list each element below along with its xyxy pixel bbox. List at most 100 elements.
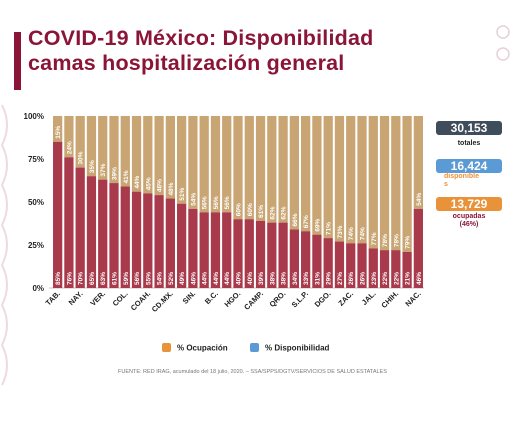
bar-occupied: [98, 179, 108, 288]
occupied-data-label: 54%: [157, 272, 164, 285]
occupied-data-label: 56%: [134, 272, 141, 285]
bar-available: [233, 116, 243, 220]
bar-occupied: [199, 212, 209, 288]
available-data-label: 54%: [190, 193, 197, 206]
bar-available: [64, 116, 74, 158]
available-data-label: 74%: [348, 227, 355, 240]
x-tick-label: CAMP.: [242, 289, 265, 312]
bar-available: [244, 116, 254, 220]
available-data-label: 78%: [393, 234, 400, 247]
occupied-data-label: 76%: [66, 272, 73, 285]
x-tick-label: HGO.: [222, 289, 242, 309]
bar-available: [53, 116, 63, 142]
occupied-data-label: 40%: [247, 272, 254, 285]
bar-available: [177, 116, 187, 204]
bar-occupied: [222, 212, 232, 288]
x-tick-label: S.L.P.: [290, 289, 310, 309]
bar-available: [143, 116, 153, 194]
available-data-label: 67%: [303, 215, 310, 228]
title-line-1: COVID-19 México: Disponibilidad: [28, 26, 374, 50]
occupied-data-label: 61%: [112, 272, 119, 285]
title-accent-bar: [14, 32, 21, 90]
y-tick-label: 75%: [28, 155, 44, 164]
bar-occupied: [357, 243, 367, 288]
occupied-data-label: 31%: [314, 272, 321, 285]
available-data-label: 79%: [405, 236, 412, 249]
bar-available: [210, 116, 221, 213]
occupied-data-label: 65%: [89, 272, 96, 285]
bar-occupied: [75, 167, 85, 288]
occupied-data-label: 55%: [145, 272, 152, 285]
bar-occupied: [86, 176, 97, 288]
x-tick-label: QRO.: [268, 289, 288, 309]
available-beds-value: 16,424: [450, 159, 488, 173]
bar-available: [402, 116, 412, 252]
bar-occupied: [413, 208, 423, 288]
bar-available: [346, 116, 356, 244]
available-data-label: 66%: [292, 213, 299, 226]
bar-occupied: [143, 193, 153, 288]
bar-available: [323, 116, 333, 239]
occupied-data-label: 22%: [393, 272, 400, 285]
available-data-label: 39%: [112, 167, 119, 180]
available-data-label: 45%: [145, 177, 152, 190]
bar-occupied: [177, 203, 187, 288]
available-data-label: 37%: [100, 163, 107, 176]
occupied-data-label: 52%: [168, 272, 175, 285]
bar-occupied: [255, 220, 266, 288]
available-data-label: 54%: [416, 193, 423, 206]
available-data-label: 41%: [123, 170, 130, 183]
bar-occupied: [64, 157, 74, 288]
source-note: FUENTE: RED IRAG, acumulado del 18 julio…: [118, 369, 387, 375]
x-tick-label: CHIH.: [379, 289, 400, 310]
bar-available: [301, 116, 311, 232]
bar-available: [312, 116, 322, 235]
x-tick-label: JAL.: [360, 289, 378, 307]
available-data-label: 71%: [326, 222, 333, 235]
available-data-label: 74%: [360, 227, 367, 240]
occupied-data-label: 29%: [326, 272, 333, 285]
bar-available: [222, 116, 232, 213]
x-tick-label: B.C.: [203, 289, 220, 306]
bar-occupied: [165, 198, 175, 288]
y-tick-label: 0%: [32, 284, 44, 293]
available-data-label: 73%: [337, 225, 344, 238]
bar-available: [109, 116, 119, 184]
bar-occupied: [346, 243, 356, 288]
bar-available: [368, 116, 378, 249]
legend-item-availability: % Disponibilidad: [250, 343, 329, 353]
bar-available: [391, 116, 401, 251]
bar-available: [255, 116, 266, 221]
x-tick-label: NAY.: [67, 289, 85, 307]
available-data-label: 51%: [179, 187, 186, 200]
bar-occupied: [233, 219, 243, 288]
page-title: COVID-19 México: Disponibilidad camas ho…: [28, 26, 458, 76]
legend-item-occupancy: % Ocupación: [162, 343, 228, 353]
available-beds-caption: disponible s: [444, 173, 479, 188]
x-tick-label: VER.: [88, 289, 107, 308]
occupied-data-label: 26%: [348, 272, 355, 285]
bar-available: [267, 116, 277, 223]
occupied-beds-badge: 13,729: [436, 197, 502, 211]
occupied-data-label: 85%: [55, 272, 62, 285]
bar-available: [334, 116, 345, 242]
bar-occupied: [402, 251, 412, 288]
x-tick-label: ZAC.: [336, 289, 355, 308]
bar-occupied: [267, 222, 277, 288]
y-tick-label: 100%: [24, 112, 44, 121]
available-data-label: 78%: [382, 234, 389, 247]
occupied-beds-value: 13,729: [450, 197, 488, 211]
occupied-data-label: 39%: [258, 272, 265, 285]
available-data-label: 56%: [213, 196, 220, 209]
total-beds-caption: totales: [457, 140, 481, 147]
bar-available: [98, 116, 108, 180]
bar-available: [278, 116, 288, 223]
legend-swatch-occupancy: [162, 343, 171, 353]
occupied-data-label: 44%: [224, 272, 231, 285]
available-data-label: 30%: [78, 151, 85, 164]
title-line-2: camas hospitalización general: [28, 51, 345, 75]
x-tick-label: NAC.: [403, 289, 422, 308]
total-beds-badge: 30,153: [436, 121, 502, 135]
bar-available: [131, 116, 142, 192]
occupied-data-label: 23%: [371, 272, 378, 285]
